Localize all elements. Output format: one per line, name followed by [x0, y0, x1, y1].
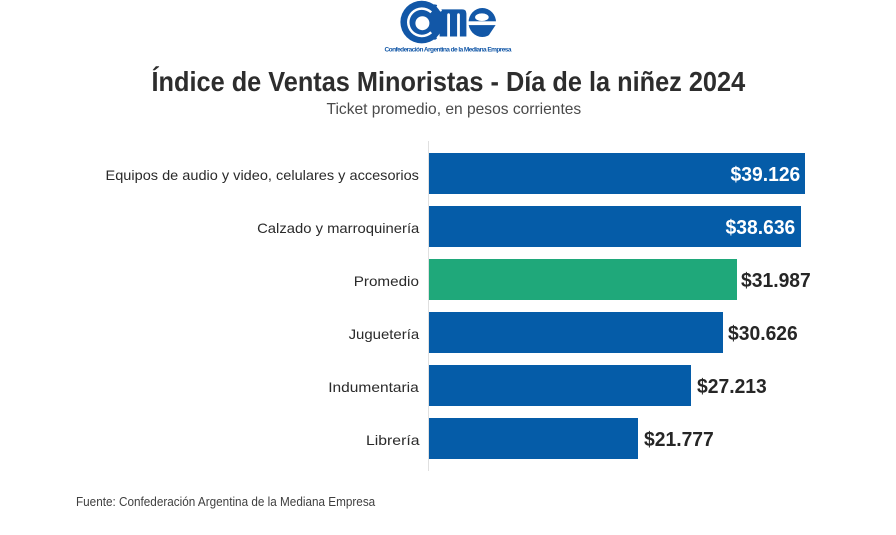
svg-text:Confederación Argentina de la: Confederación Argentina de la Mediana Em… [385, 47, 512, 54]
